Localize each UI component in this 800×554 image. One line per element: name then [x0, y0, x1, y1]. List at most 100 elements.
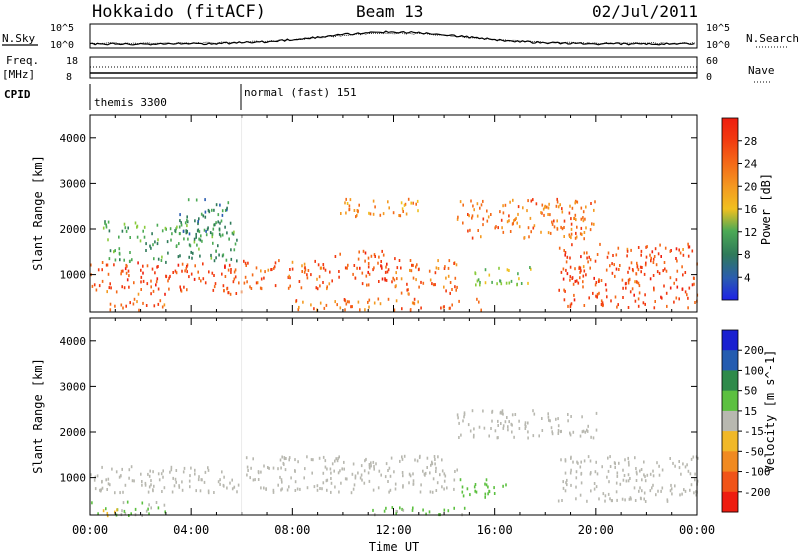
- velocity-cell: [696, 479, 699, 483]
- power-cell: [443, 267, 446, 270]
- power-cell: [218, 232, 221, 236]
- noise-frame: [89, 23, 698, 49]
- power-cell: [123, 222, 126, 226]
- power-cell: [482, 223, 484, 227]
- power-cell: [101, 268, 103, 272]
- power-cell: [384, 278, 386, 282]
- power-cell: [435, 266, 438, 270]
- power-cell: [344, 266, 347, 270]
- velocity-cell: [340, 481, 342, 485]
- velocity-cell: [149, 469, 151, 473]
- power-cell: [673, 300, 675, 304]
- power-cell: [523, 236, 526, 240]
- power-cell: [168, 276, 170, 280]
- power-cell: [274, 261, 277, 265]
- velocity-cell: [572, 430, 575, 434]
- velocity-cell: [367, 471, 370, 475]
- power-cell: [530, 230, 532, 234]
- power-cell: [600, 279, 603, 282]
- velocity-cell: [283, 456, 286, 460]
- power-cell: [621, 278, 624, 282]
- time-tick-label: 00:00: [679, 523, 715, 537]
- power-cell: [628, 277, 631, 281]
- time-tick-label: 00:00: [72, 523, 108, 537]
- power-cell: [486, 209, 488, 213]
- velocity-cell: [249, 476, 251, 480]
- velocity-cell: [658, 464, 660, 468]
- power-cell: [652, 257, 655, 261]
- power-cell: [150, 279, 152, 283]
- power-cell: [516, 283, 518, 287]
- power-cell: [631, 287, 634, 291]
- velocity-cell: [141, 483, 143, 487]
- power-cell: [655, 263, 658, 267]
- velocity-cell: [260, 470, 262, 474]
- velocity-cell: [402, 485, 404, 489]
- velocity-cell: [387, 480, 389, 483]
- power-cell: [400, 266, 402, 270]
- power-cell: [278, 259, 280, 263]
- velocity-cell: [695, 490, 697, 494]
- velocity-cell: [538, 434, 540, 438]
- power-cell: [264, 270, 266, 274]
- power-cell: [212, 227, 215, 231]
- power-cell: [107, 238, 109, 242]
- velocity-cell: [462, 494, 465, 498]
- velocity-cell: [396, 510, 398, 514]
- velocity-cell: [474, 489, 476, 493]
- velocity-ytick-label: 4000: [60, 335, 87, 348]
- velocity-cell: [390, 456, 393, 460]
- velocity-ytick-label: 2000: [60, 426, 87, 439]
- velocity-cell: [294, 458, 296, 462]
- power-cell: [664, 267, 666, 271]
- power-cell: [490, 213, 492, 216]
- velocity-cell: [189, 485, 191, 489]
- power-cell: [174, 269, 177, 273]
- power-cell: [540, 211, 542, 215]
- power-cell: [569, 275, 572, 279]
- power-cell: [409, 308, 412, 312]
- velocity-cell: [401, 455, 403, 459]
- velocity-cell: [436, 481, 439, 485]
- power-cell: [102, 226, 105, 230]
- power-cell: [395, 299, 398, 303]
- power-cell: [451, 303, 453, 307]
- velocity-cell: [128, 468, 131, 472]
- velocity-cell: [189, 474, 191, 478]
- power-cell: [581, 232, 583, 236]
- velocity-cell: [173, 484, 176, 488]
- power-cell: [616, 305, 618, 309]
- power-cell: [482, 199, 484, 203]
- power-cell: [627, 306, 630, 309]
- power-cell: [579, 232, 582, 236]
- power-cell: [434, 283, 436, 287]
- velocity-cell: [124, 512, 127, 515]
- power-cell: [454, 276, 457, 280]
- velocity-cell: [595, 411, 598, 415]
- velocity-cell: [373, 464, 375, 468]
- velocity-cell: [671, 492, 673, 496]
- velocity-cell: [337, 471, 340, 475]
- power-cell: [105, 223, 107, 227]
- velocity-cell: [454, 470, 456, 473]
- velocity-cell: [680, 472, 682, 476]
- velocity-cell: [524, 421, 527, 425]
- velocity-cell: [590, 471, 592, 475]
- power-cell: [380, 264, 382, 268]
- velocity-cell: [109, 483, 111, 487]
- velocity-cell: [598, 497, 600, 501]
- power-cell: [120, 272, 122, 276]
- velocity-cell: [115, 470, 118, 474]
- power-cell: [107, 272, 110, 276]
- velocity-cell: [695, 493, 697, 497]
- velocity-cell: [693, 491, 695, 495]
- power-cell: [566, 272, 569, 276]
- power-cell: [469, 228, 471, 232]
- velocity-cell: [569, 431, 571, 435]
- nave-label: Nave: [748, 64, 775, 77]
- power-cell: [596, 292, 599, 296]
- power-cell: [256, 281, 259, 285]
- power-cell: [551, 222, 554, 226]
- power-cell: [348, 207, 351, 211]
